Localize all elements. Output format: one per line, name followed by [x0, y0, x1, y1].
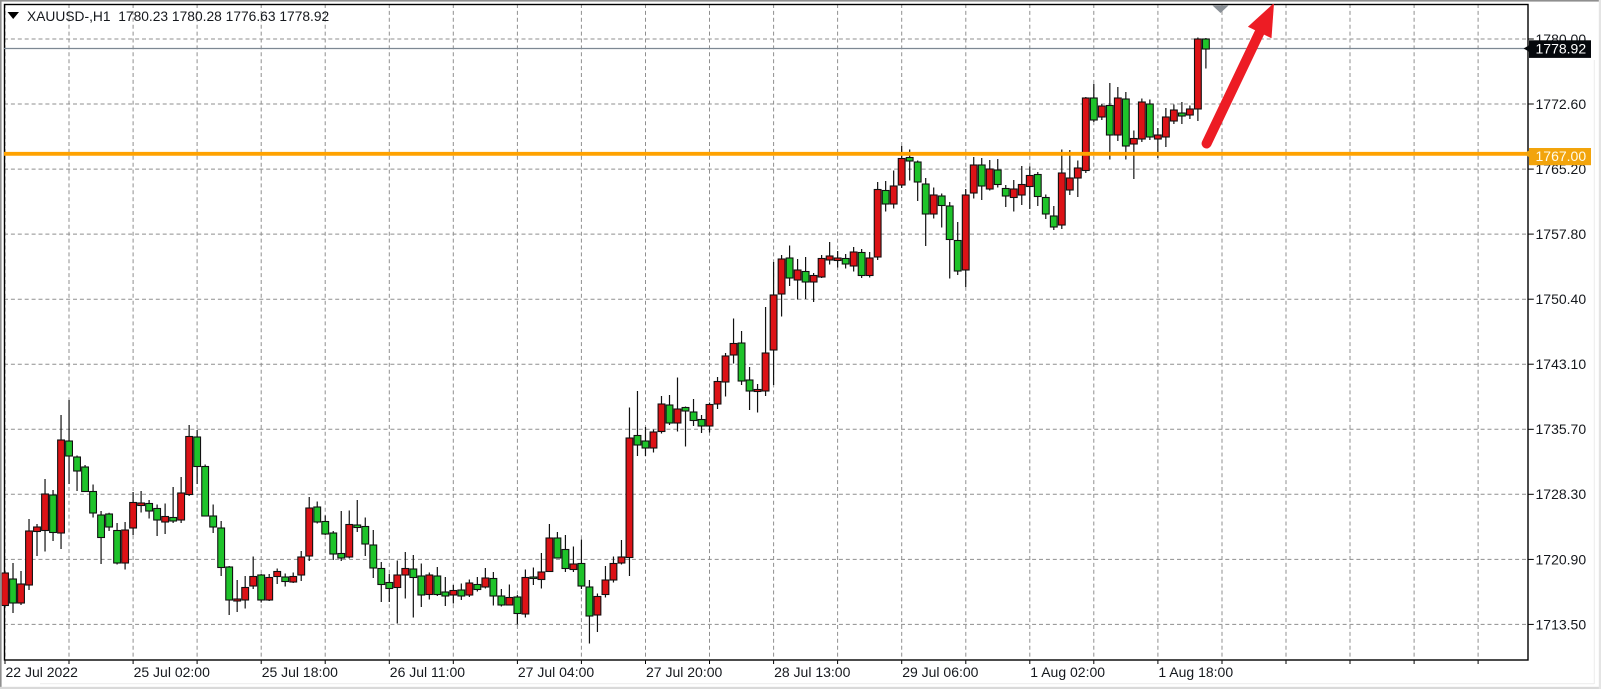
- svg-text:29 Jul 06:00: 29 Jul 06:00: [902, 664, 978, 680]
- svg-text:1728.30: 1728.30: [1536, 486, 1587, 502]
- svg-text:1720.90: 1720.90: [1536, 551, 1587, 567]
- svg-text:28 Jul 13:00: 28 Jul 13:00: [774, 664, 850, 680]
- svg-text:27 Jul 20:00: 27 Jul 20:00: [646, 664, 722, 680]
- svg-text:26 Jul 11:00: 26 Jul 11:00: [390, 664, 465, 680]
- svg-text:25 Jul 18:00: 25 Jul 18:00: [262, 664, 338, 680]
- svg-text:1713.50: 1713.50: [1536, 616, 1587, 632]
- svg-text:27 Jul 04:00: 27 Jul 04:00: [518, 664, 594, 680]
- svg-text:22 Jul 2022: 22 Jul 2022: [6, 664, 79, 680]
- svg-text:1778.92: 1778.92: [1536, 41, 1587, 57]
- svg-text:XAUUSD-,H1 1780.23 1780.28 17: XAUUSD-,H1 1780.23 1780.28 1776.63 1778.…: [27, 9, 329, 24]
- svg-text:1735.70: 1735.70: [1536, 421, 1587, 437]
- svg-text:1 Aug 18:00: 1 Aug 18:00: [1158, 664, 1233, 680]
- svg-text:1772.60: 1772.60: [1536, 96, 1587, 112]
- svg-text:1750.40: 1750.40: [1536, 291, 1587, 307]
- svg-text:25 Jul 02:00: 25 Jul 02:00: [134, 664, 210, 680]
- svg-text:1743.10: 1743.10: [1536, 356, 1587, 372]
- svg-text:1757.80: 1757.80: [1536, 226, 1587, 242]
- svg-text:1767.00: 1767.00: [1536, 148, 1587, 164]
- svg-text:1 Aug 02:00: 1 Aug 02:00: [1030, 664, 1105, 680]
